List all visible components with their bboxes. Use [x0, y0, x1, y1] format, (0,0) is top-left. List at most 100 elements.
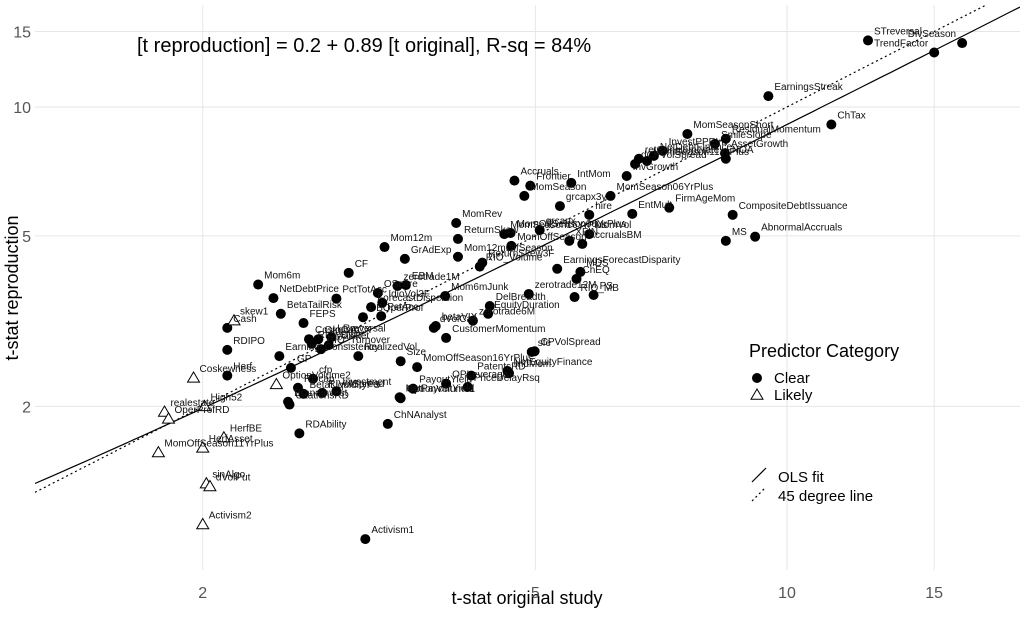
point-label: Cash: [233, 314, 256, 325]
point-label: SmileSlope: [721, 130, 772, 141]
point-label: PriceDelayRsq: [474, 373, 540, 384]
point-label: MomOffSeason16YrPlus: [423, 353, 533, 364]
point-label: RIVolSpread: [328, 379, 384, 390]
x-tick-label: 15: [925, 585, 943, 602]
legend-line-key: [751, 467, 767, 483]
point-label: HerfBE: [230, 424, 263, 435]
point-label: skew1: [240, 307, 269, 318]
point-label: STreversal: [874, 26, 922, 37]
point: [227, 313, 241, 326]
point-label: zerotrade6M: [479, 307, 535, 318]
point-label: NOA: [732, 145, 754, 156]
point-label: Mom6mJunk: [451, 282, 509, 293]
point-label: TrendFactor: [874, 39, 929, 50]
point: [331, 386, 342, 397]
point: [451, 217, 462, 228]
legend-title: Predictor Category: [749, 341, 899, 361]
point-label: BetaTailRisk: [287, 300, 343, 311]
point-label: ChNAnalyst: [394, 410, 447, 421]
point: [161, 411, 176, 424]
plot-area: [35, 5, 1020, 545]
point: [621, 171, 632, 182]
point: [441, 332, 452, 343]
point-label: CitationsRD: [295, 391, 348, 402]
point-label: MomOffSeason11YrPlus: [164, 439, 273, 450]
point: [306, 338, 317, 349]
point-label: hire: [595, 201, 612, 212]
point: [499, 229, 510, 240]
point-label: BetaLiquidityPS: [310, 380, 381, 391]
point: [408, 383, 419, 394]
point-label: IntMom: [577, 169, 610, 180]
point-label: ResidualMomentum: [732, 125, 821, 136]
point: [268, 293, 279, 304]
point-label: Activism1: [371, 525, 414, 536]
point: [298, 318, 309, 329]
point-label: BrandInvest: [294, 388, 348, 399]
point-label: NetPayoutYield: [406, 383, 475, 394]
point: [462, 381, 473, 392]
point: [308, 373, 319, 384]
point-label: CompositeDebtIssuance: [739, 201, 848, 212]
point-label: MomSeason06YrPlus: [617, 182, 714, 193]
point-label: OptionVolume1: [407, 384, 476, 395]
point-label: PayoutYield: [419, 375, 472, 386]
point-label: InvestPPEInv: [669, 137, 729, 148]
point: [326, 332, 337, 343]
point: [222, 370, 233, 381]
point: [441, 378, 452, 389]
point-label: grcapx: [546, 216, 576, 227]
point: [569, 292, 580, 303]
point-label: dVolPut: [216, 473, 251, 484]
point-label: sfe: [538, 338, 552, 349]
point: [720, 133, 731, 144]
point-label: DelBreadth: [496, 292, 546, 303]
point: [452, 251, 463, 262]
point-label: Investment: [342, 377, 391, 388]
point: [395, 356, 406, 367]
point: [566, 177, 577, 188]
point-label: CustomerMomentum: [452, 324, 545, 335]
point-label: HerfAsset: [209, 434, 253, 445]
point-label: EquityDuration: [494, 300, 560, 311]
annotation: [t reproduction] = 0.2 + 0.89 [t origina…: [137, 35, 591, 57]
point: [269, 377, 284, 390]
point-label: IdioVol3F: [388, 289, 430, 300]
point-label: RIO_Disp: [318, 330, 362, 341]
point: [331, 293, 342, 304]
point: [709, 138, 720, 149]
point: [372, 287, 383, 298]
legend-marker: [752, 373, 762, 383]
point-label: zerotrade12M: [535, 280, 597, 291]
point: [605, 190, 616, 201]
point-label: RealizedVol: [364, 342, 417, 353]
point-label: sinAlgo: [212, 470, 245, 481]
point: [377, 297, 388, 308]
point: [664, 202, 675, 213]
legend-marker: [750, 388, 764, 400]
point: [467, 315, 478, 326]
point: [151, 445, 166, 458]
point-label: ReturnSkew3F: [488, 249, 554, 260]
point-label: realestate: [170, 398, 214, 409]
point-label: Accruals: [520, 167, 558, 178]
point: [727, 209, 738, 220]
point: [399, 253, 410, 264]
point-label: AccrualsBM: [588, 230, 641, 241]
point: [343, 267, 354, 278]
point: [506, 240, 517, 251]
point: [588, 289, 599, 300]
point-label: Coskewness: [200, 364, 257, 375]
point: [519, 190, 530, 201]
point-label: MomSeason16YrPlus: [510, 220, 607, 231]
point: [186, 370, 201, 383]
point-label: CoskewACX: [315, 325, 371, 336]
point-label: RDcap: [304, 374, 335, 385]
point: [763, 91, 774, 102]
y-tick-label: 5: [22, 229, 31, 246]
point: [222, 344, 233, 355]
point: [523, 288, 534, 299]
point: [382, 418, 393, 429]
point: [630, 158, 641, 169]
point-label: retConglomerate: [645, 145, 720, 156]
